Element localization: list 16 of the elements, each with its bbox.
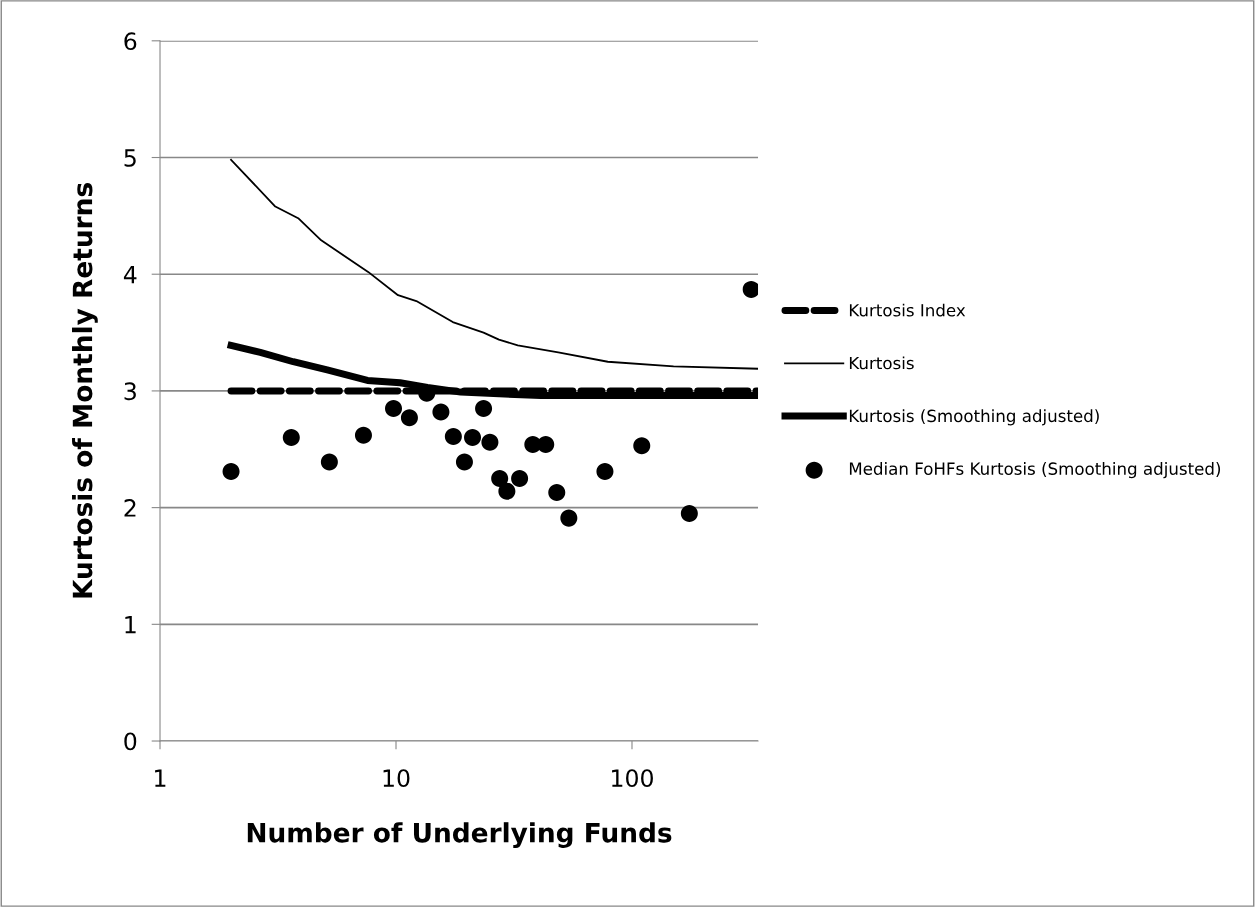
legend-label: Kurtosis Index	[849, 303, 966, 317]
legend-label: Median FoHFs Kurtosis (Smoothing adjusted)	[849, 462, 1221, 479]
y-axis-title: Kurtosis of Monthly Returns	[72, 183, 98, 598]
x-axis-title: Number of Underlying Funds	[247, 822, 672, 848]
x-tick-label: 100	[612, 769, 653, 788]
y-tick-label: 1	[125, 616, 136, 634]
y-tick-label: 4	[123, 265, 137, 284]
x-tick-label: 10	[383, 769, 410, 788]
y-tick-label: 0	[124, 732, 137, 751]
y-tick-label: 3	[124, 382, 136, 401]
y-tick-label: 6	[124, 32, 137, 51]
y-tick-label: 5	[124, 149, 136, 167]
x-tick-label: 1	[155, 769, 166, 787]
legend-label: Kurtosis	[849, 356, 914, 370]
y-tick-label: 2	[124, 499, 136, 517]
legend-label: Kurtosis (Smoothing adjusted)	[849, 409, 1099, 426]
